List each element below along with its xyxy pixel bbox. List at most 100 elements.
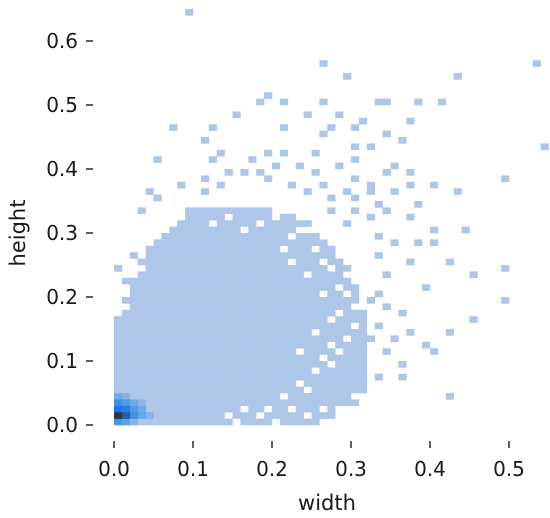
histogram-bin <box>303 309 312 317</box>
histogram-bin <box>177 341 186 349</box>
histogram-bin-outlier <box>406 181 415 189</box>
histogram-bin <box>121 354 131 362</box>
histogram-bin-outlier <box>501 175 510 183</box>
histogram-bin <box>279 239 289 247</box>
histogram-bin <box>193 380 202 387</box>
histogram-bin <box>208 348 217 355</box>
histogram-bin <box>240 245 249 253</box>
histogram-bin <box>200 322 210 330</box>
histogram-bin <box>114 322 123 330</box>
histogram-bin <box>193 290 202 298</box>
histogram-bin <box>248 213 257 221</box>
histogram-bin-outlier <box>430 226 439 234</box>
histogram-bin <box>161 329 170 336</box>
histogram-bin <box>240 309 249 317</box>
histogram-bin <box>224 252 233 259</box>
histogram-bin <box>327 322 336 330</box>
histogram-bin <box>169 393 178 400</box>
histogram-bin <box>232 412 241 419</box>
histogram-bin <box>153 373 162 381</box>
histogram-bin <box>264 290 273 298</box>
histogram-bin <box>193 284 202 291</box>
histogram-bin <box>327 245 336 253</box>
histogram-bin <box>185 418 194 426</box>
histogram-bin <box>137 277 146 285</box>
histogram-bin <box>161 271 170 279</box>
histogram-bin-outlier <box>351 207 360 215</box>
histogram-bin <box>145 341 154 349</box>
histogram-bin-dense <box>129 418 138 426</box>
histogram-bin <box>287 418 296 426</box>
histogram-bin <box>216 399 225 407</box>
histogram-bin <box>185 252 194 259</box>
histogram-bin <box>319 252 328 259</box>
histogram-bin <box>193 245 202 253</box>
histogram-bin <box>279 380 289 387</box>
histogram-bin <box>327 297 336 304</box>
histogram-bin <box>185 309 194 317</box>
histogram-bin <box>177 316 186 323</box>
histogram-bin <box>153 284 162 291</box>
histogram-bin <box>161 412 170 419</box>
histogram-bin <box>232 284 241 291</box>
histogram-bin <box>216 418 225 426</box>
histogram-bin <box>264 361 273 368</box>
histogram-bin <box>137 303 146 311</box>
histogram-bin <box>185 239 194 247</box>
histogram-bin <box>240 329 249 336</box>
histogram-bin <box>311 290 320 298</box>
histogram-bin <box>287 393 296 400</box>
histogram-bin-dense <box>145 412 154 419</box>
histogram-bin-outlier <box>414 239 423 247</box>
histogram-bin <box>272 284 281 291</box>
histogram-bin <box>295 322 304 330</box>
histogram-bin-outlier <box>208 156 217 163</box>
histogram-bin <box>351 309 360 317</box>
histogram-bin <box>295 335 304 343</box>
histogram-bin <box>256 233 265 240</box>
histogram-bin <box>311 258 320 266</box>
histogram-bin <box>319 399 328 407</box>
histogram-bin <box>248 252 257 259</box>
histogram-bin <box>153 303 162 311</box>
histogram-bin-outlier <box>374 98 383 106</box>
histogram-bin <box>224 348 233 355</box>
histogram-bin-outlier <box>382 98 391 106</box>
histogram-bin <box>272 252 281 259</box>
histogram-bin <box>169 386 178 394</box>
histogram-bin <box>248 316 257 323</box>
y-tick-label: 0.0 <box>46 413 78 437</box>
histogram-bin <box>161 393 170 400</box>
histogram-bin <box>248 341 257 349</box>
histogram-bin-outlier <box>351 124 360 131</box>
histogram-bin <box>311 297 320 304</box>
histogram-bin <box>208 258 217 266</box>
histogram-bin <box>193 367 202 375</box>
histogram-bin <box>185 354 194 362</box>
histogram-bin <box>256 316 265 323</box>
histogram-bin <box>295 252 304 259</box>
histogram-bin-outlier <box>430 348 439 355</box>
y-tick-label: 0.6 <box>46 29 78 53</box>
histogram-bin <box>185 297 194 304</box>
histogram-bin <box>193 233 202 240</box>
histogram-bin <box>137 393 146 400</box>
histogram-bin <box>248 309 257 317</box>
histogram-bin <box>279 354 289 362</box>
histogram-bin <box>264 245 273 253</box>
histogram-bin <box>343 386 352 394</box>
histogram-bin <box>161 303 170 311</box>
histogram-bin <box>208 405 217 413</box>
histogram-bin <box>216 309 225 317</box>
histogram-bin-outlier <box>382 207 391 215</box>
x-tick-label: 0.3 <box>335 457 367 481</box>
histogram-bin <box>145 284 154 291</box>
histogram-bin <box>145 277 154 285</box>
histogram-bin <box>216 386 225 394</box>
histogram-bin <box>129 322 138 330</box>
histogram-bin <box>216 335 225 343</box>
histogram-bin-outlier <box>390 188 399 195</box>
histogram-bin-outlier <box>311 169 320 176</box>
histogram-bin <box>311 265 320 272</box>
histogram-bin <box>248 297 257 304</box>
